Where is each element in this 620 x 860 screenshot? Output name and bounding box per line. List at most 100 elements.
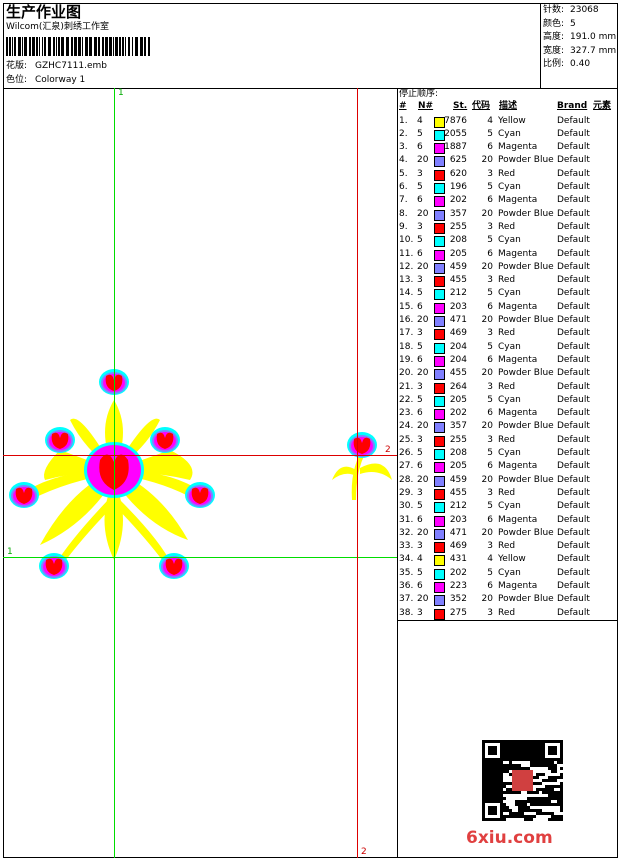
qr-cell — [503, 752, 506, 755]
qr-cell — [509, 749, 512, 752]
stat-label: 高度: — [543, 32, 565, 42]
code: 5 — [487, 567, 493, 578]
qr-cell — [527, 758, 530, 761]
qr-cell — [488, 812, 491, 815]
qr-cell — [551, 764, 554, 767]
qr-cell — [515, 791, 518, 794]
color-swatch — [434, 276, 445, 288]
qr-cell — [488, 806, 491, 809]
qr-cell — [551, 815, 554, 818]
qr-cell — [560, 794, 563, 797]
bar — [9, 37, 11, 56]
qr-cell — [482, 800, 485, 803]
qr-cell — [518, 746, 521, 749]
bar — [102, 37, 104, 56]
qr-cell — [560, 743, 563, 746]
color-swatch — [434, 143, 445, 155]
qr-cell — [500, 761, 503, 764]
description: Powder Blue — [498, 208, 554, 219]
qr-cell — [509, 761, 512, 764]
qr-cell — [542, 743, 545, 746]
qr-cell — [524, 746, 527, 749]
qr-cell — [536, 782, 539, 785]
qr-cell — [554, 776, 557, 779]
description: Red — [498, 541, 516, 552]
qr-cell — [503, 791, 506, 794]
qr-cell — [503, 767, 506, 770]
brand: Default — [557, 514, 590, 525]
qr-cell — [509, 815, 512, 818]
qr-cell — [509, 758, 512, 761]
qr-cell — [503, 770, 506, 773]
qr-cell — [548, 740, 551, 743]
qr-cell — [560, 815, 563, 818]
bar — [66, 37, 69, 56]
code: 3 — [487, 607, 493, 618]
qr-cell — [533, 800, 536, 803]
qr-cell — [488, 752, 491, 755]
code: 3 — [487, 275, 493, 286]
stitches: 469 — [449, 328, 467, 339]
description: Red — [498, 607, 516, 618]
qr-cell — [554, 791, 557, 794]
qr-cell — [482, 779, 485, 782]
watermark: 6xiu.com — [466, 828, 553, 848]
qr-cell — [509, 740, 512, 743]
color-swatch — [434, 568, 445, 580]
needle: 20 — [417, 261, 429, 272]
qr-cell — [545, 800, 548, 803]
qr-cell — [533, 746, 536, 749]
qr-cell — [542, 764, 545, 767]
description: Cyan — [498, 288, 521, 299]
column-header: N# — [418, 101, 434, 111]
qr-cell — [560, 818, 563, 821]
qr-cell — [536, 740, 539, 743]
qr-cell — [491, 782, 494, 785]
needle: 3 — [417, 275, 423, 286]
row-number: 27. — [399, 461, 414, 472]
qr-cell — [518, 800, 521, 803]
bar — [18, 37, 21, 56]
qr-cell — [494, 812, 497, 815]
qr-cell — [491, 794, 494, 797]
code: 3 — [487, 381, 493, 392]
bar — [39, 37, 40, 56]
qr-cell — [497, 740, 500, 743]
qr-cell — [539, 740, 542, 743]
qr-cell — [530, 758, 533, 761]
qr-cell — [557, 740, 560, 743]
qr-cell — [527, 746, 530, 749]
leaf — [332, 466, 356, 480]
qr-cell — [485, 767, 488, 770]
qr-cell — [524, 767, 527, 770]
qr-cell — [539, 797, 542, 800]
needle: 3 — [417, 381, 423, 392]
needle: 3 — [417, 434, 423, 445]
qr-cell — [539, 803, 542, 806]
qr-cell — [551, 770, 554, 773]
qr-cell — [503, 740, 506, 743]
needle: 6 — [417, 195, 423, 206]
qr-cell — [527, 806, 530, 809]
bar — [132, 37, 133, 56]
qr-cell — [503, 818, 506, 821]
qr-cell — [500, 740, 503, 743]
qr-cell — [488, 791, 491, 794]
qr-cell — [545, 791, 548, 794]
qr-cell — [488, 788, 491, 791]
needle: 6 — [417, 354, 423, 365]
code: 3 — [487, 487, 493, 498]
qr-cell — [557, 800, 560, 803]
bar — [44, 37, 46, 56]
description: Red — [498, 168, 516, 179]
qr-cell — [491, 797, 494, 800]
row-number: 36. — [399, 581, 414, 591]
qr-cell — [500, 746, 503, 749]
row-number: 29. — [399, 487, 414, 498]
qr-cell — [503, 815, 506, 818]
description: Cyan — [498, 235, 521, 246]
qr-cell — [539, 782, 542, 785]
bar — [113, 37, 114, 56]
qr-cell — [497, 794, 500, 797]
